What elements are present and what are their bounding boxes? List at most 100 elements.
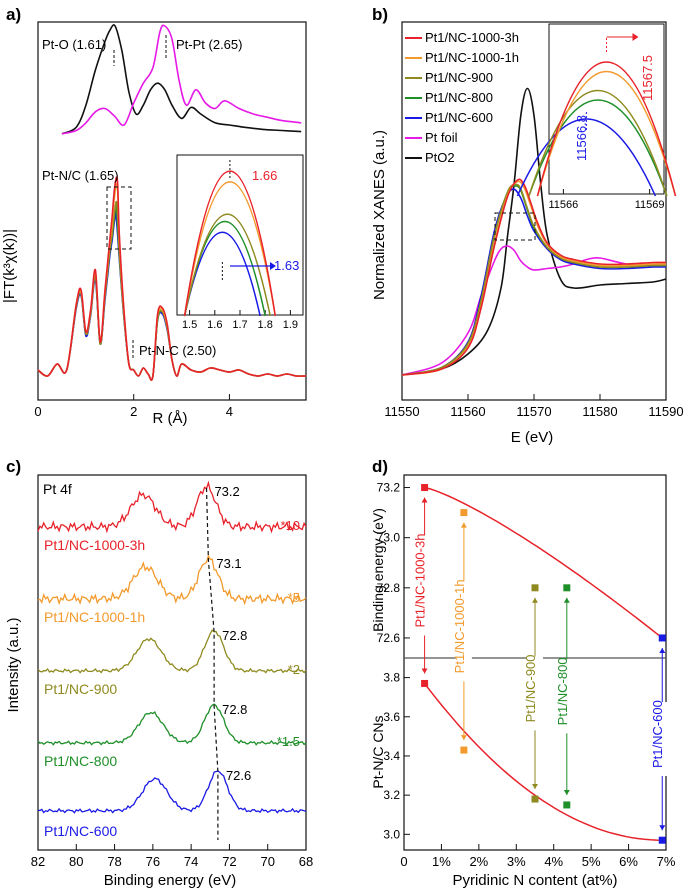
inset-arrowhead-red — [632, 33, 639, 41]
series-pto2 — [61, 24, 302, 135]
arrowhead-up-pt1-nc-900 — [532, 597, 538, 603]
annotation-pt-n-c: Pt-N/C (1.65) — [42, 168, 119, 183]
panel-b-xtick-label: 11570 — [516, 404, 551, 419]
series-pt1-nc-900 — [401, 183, 667, 376]
panel-d-top-ylabel: Binding energy (eV) — [370, 508, 386, 632]
panel-c-label: c) — [6, 457, 21, 476]
panel-a-frame — [37, 21, 307, 401]
peak-label-pt1-nc-900: 72.8 — [222, 628, 247, 643]
panel-c-curves: 73.2 Pt1/NC-1000-3h *10 73.1 Pt1/NC-1000-1h *… — [37, 480, 307, 840]
panel-d-xtick-label: 6% — [619, 854, 638, 869]
label-pt1-nc-1000-1h: Pt1/NC-1000-1h — [44, 609, 145, 625]
panel-d-top-ytick-label: 72.6 — [377, 631, 401, 645]
panel-a-xlabel: R (Å) — [153, 410, 188, 427]
inset-b-xtick-label: 11569 — [635, 199, 665, 211]
panel-d-xtick-label: 3% — [507, 854, 526, 869]
label-pt1-nc-900: Pt1/NC-900 — [44, 681, 117, 697]
legend-label-pt-foil: Pt foil — [425, 130, 458, 145]
legend-label-pto2: PtO2 — [425, 150, 455, 165]
panel-c-ticks: 82 80 78 76 74 72 70 68 — [31, 844, 313, 869]
panel-c: c) Pt 4f 82 80 78 76 74 72 70 68 73.2 Pt1/NC-100… — [5, 457, 313, 889]
peak-label-pt1-nc-1000-3h: 73.2 — [214, 484, 239, 499]
inset-series-pt1-nc-800 — [528, 99, 668, 197]
point-be-pt1-nc-600 — [658, 634, 666, 642]
panel-c-frame — [37, 474, 307, 851]
panel-d-bottom-ytick-label: 3.4 — [383, 749, 400, 763]
label-pt1-nc-600: Pt1/NC-600 — [44, 823, 117, 839]
panel-b-curves — [401, 87, 667, 376]
panel-b: b) 11550 11560 11570 11580 11590 Normalized … — [371, 5, 684, 446]
panel-d-xlabel: Pyridinic N content (at%) — [452, 872, 617, 889]
panel-b-label: b) — [372, 5, 388, 24]
panel-a-inset: 1.5 1.6 1.7 1.8 1.9 — [182, 160, 298, 331]
panel-b-ylabel: Normalized XANES (a.u.) — [371, 130, 388, 300]
annotation-pt-o: Pt-O (1.61) — [42, 37, 106, 52]
inset-b-xtick-label: 11566 — [548, 199, 578, 211]
point-cn-pt1-nc-600 — [658, 836, 666, 844]
panel-b-ticks: 11550 11560 11570 11580 11590 — [384, 394, 684, 419]
panel-c-xtick-label: 80 — [69, 854, 83, 869]
fit-cn — [424, 683, 663, 841]
point-be-pt1-nc-1000-1h — [460, 509, 468, 517]
panel-d-label: d) — [372, 457, 388, 476]
panel-d-xtick-label: 0 — [400, 854, 407, 869]
label-bg-pt1-nc-1000-1h — [455, 581, 472, 682]
panel-d-xtick-label: 2% — [469, 854, 488, 869]
inset-series-pt1-nc-1000-3h — [536, 61, 677, 197]
panel-a-xtick-label: 0 — [34, 404, 41, 419]
panel-b-xtick-label: 11590 — [648, 404, 683, 419]
panel-d-ticks: 0 1% 2% 3% 4% 5% 6% 7% 72.6 72.8 73.0 73.2 3.0 3.2 3.4… — [377, 481, 676, 869]
panel-c-xtick-label: 78 — [107, 854, 121, 869]
panel-d-bottom-ytick-label: 3.0 — [383, 827, 400, 841]
panel-d-bottom-ytick-label: 3.6 — [383, 710, 400, 724]
series-pt1-nc-600 — [401, 188, 667, 376]
panel-c-xlabel: Binding energy (eV) — [104, 872, 237, 889]
panel-c-xtick-label: 74 — [184, 854, 198, 869]
scale-factor-pt1-nc-900: *2 — [288, 662, 300, 677]
scale-factor-pt1-nc-800: *1.5 — [277, 734, 300, 749]
series-pt1-nc-1000-3h — [401, 178, 667, 376]
arrowhead-down-pt1-nc-800 — [563, 789, 570, 795]
legend-label-pt1-nc-1000-3h: Pt1/NC-1000-3h — [425, 30, 519, 45]
panel-c-xtick-label: 72 — [222, 854, 236, 869]
legend-label-pt1-nc-800: Pt1/NC-800 — [425, 90, 493, 105]
label-pt1-nc-600: Pt1/NC-600 — [650, 700, 665, 768]
panel-d-top-ytick-label: 73.0 — [377, 531, 401, 545]
panel-c-xtick-label: 70 — [260, 854, 274, 869]
peak-label-pt1-nc-1000-1h: 73.1 — [216, 556, 241, 571]
inset-series-pt1-nc-1000-1h — [183, 181, 277, 317]
panel-d-xtick-label: 5% — [582, 854, 601, 869]
series-pt-foil — [61, 24, 302, 135]
series-pt1-nc-1000-3h — [37, 480, 307, 534]
label-pt1-nc-1000-3h: Pt1/NC-1000-3h — [413, 534, 428, 628]
annotation-pt-pt: Pt-Pt (2.65) — [176, 37, 242, 52]
label-bg-pt1-nc-600 — [654, 702, 671, 776]
scale-factor-pt1-nc-1000-3h: *10 — [280, 518, 300, 533]
arrowhead-up-pt1-nc-800 — [563, 597, 570, 603]
zoom-box — [106, 186, 132, 250]
inset-series-pt1-nc-1000-1h — [536, 70, 677, 197]
point-cn-pt1-nc-900 — [531, 795, 539, 803]
panel-c-ylabel: Intensity (a.u.) — [5, 617, 22, 712]
label-pt1-nc-1000-3h: Pt1/NC-1000-3h — [44, 537, 145, 553]
arrowhead-up-pt1-nc-1000-1h — [460, 522, 467, 528]
panel-d-frame — [403, 474, 667, 851]
label-pt1-nc-800: Pt1/NC-800 — [44, 753, 117, 769]
label-pt1-nc-800: Pt1/NC-800 — [555, 657, 570, 725]
legend-label-pt1-nc-600: Pt1/NC-600 — [425, 110, 493, 125]
arrowhead-down-pt1-nc-900 — [532, 784, 538, 790]
label-bg-pt1-nc-800 — [558, 659, 575, 734]
panel-b-inset: 11566 11569 — [516, 33, 677, 211]
panel-b-xlabel: E (eV) — [511, 429, 554, 446]
panel-d-top-ytick-label: 73.2 — [377, 481, 401, 495]
label-bg-pt1-nc-1000-3h — [416, 535, 433, 636]
arrowhead-up-pt1-nc-600 — [659, 647, 666, 653]
panel-d-xtick-label: 1% — [432, 854, 451, 869]
inset-a-xtick-label: 1.6 — [207, 319, 222, 331]
panel-c-xtick-label: 82 — [31, 854, 45, 869]
label-pt1-nc-1000-1h: Pt1/NC-1000-1h — [452, 579, 467, 673]
panel-a-label: a) — [6, 5, 21, 24]
point-cn-pt1-nc-1000-1h — [460, 746, 468, 754]
peak-shift-guide — [205, 487, 219, 840]
